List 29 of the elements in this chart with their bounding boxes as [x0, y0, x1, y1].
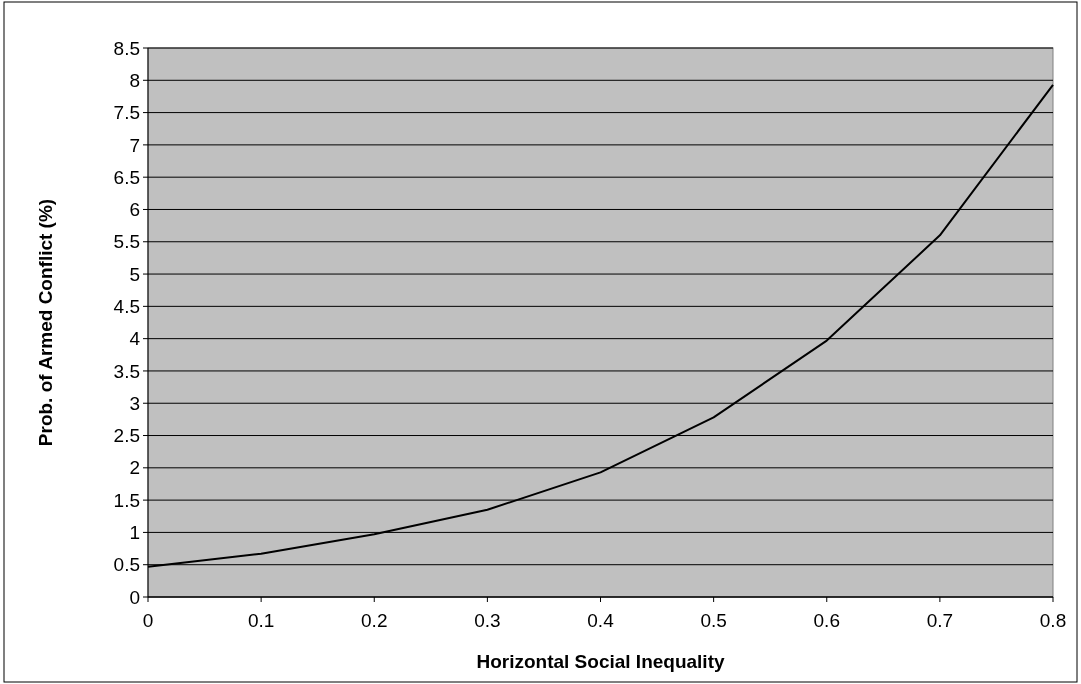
y-tick-label: 1.5: [113, 489, 140, 511]
x-tick-label: 0.1: [247, 610, 275, 631]
y-tick-label: 4: [129, 328, 141, 350]
y-tick-label: 7.5: [113, 102, 140, 124]
y-tick-label: 2: [129, 457, 140, 479]
y-tick-label: 3: [129, 392, 140, 414]
y-tick-label: 6.5: [113, 166, 140, 188]
y-tick-label: 7: [129, 134, 140, 156]
y-tick-label: 3.5: [113, 360, 140, 382]
x-tick-label: 0.3: [474, 610, 501, 631]
x-tick-label: 0.4: [587, 610, 615, 631]
x-axis-title: Horizontal Social Inequality: [476, 651, 725, 672]
x-tick-label: 0: [142, 610, 154, 631]
y-tick-label: 6: [129, 199, 140, 221]
y-tick-label: 1: [129, 522, 140, 544]
y-tick-label: 8: [129, 69, 140, 91]
y-tick-label: 0: [129, 586, 140, 608]
x-tick-label: 0.7: [926, 610, 954, 631]
y-tick-label: 0.5: [113, 554, 140, 576]
y-axis-title: Prob. of Armed Conflict (%): [35, 198, 56, 447]
x-tick-label: 0.8: [1039, 610, 1067, 631]
x-tick-label: 0.6: [813, 610, 840, 631]
y-tick-label: 8.5: [113, 37, 140, 59]
y-tick-label: 5: [129, 263, 140, 285]
x-tick-label: 0.2: [361, 610, 388, 631]
y-tick-label: 5.5: [113, 231, 140, 253]
x-tick-label: 0.5: [700, 610, 727, 631]
y-tick-label: 4.5: [113, 296, 140, 317]
y-tick-label: 2.5: [113, 425, 140, 447]
